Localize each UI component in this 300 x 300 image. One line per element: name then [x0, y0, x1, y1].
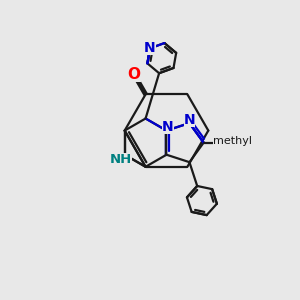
Text: N: N: [184, 112, 195, 127]
Text: O: O: [128, 67, 141, 82]
Text: NH: NH: [110, 153, 132, 166]
Text: N: N: [162, 120, 174, 134]
Text: N: N: [144, 41, 156, 55]
Text: methyl: methyl: [213, 136, 252, 146]
